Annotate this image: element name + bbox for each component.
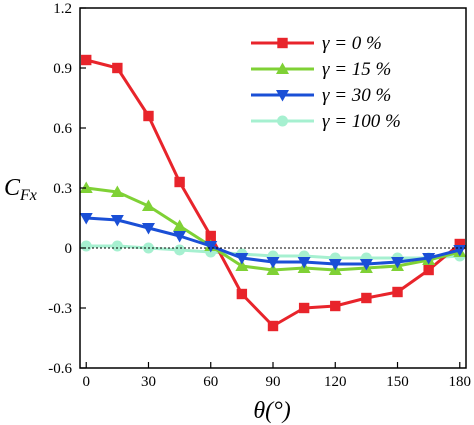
data-point (141, 199, 155, 211)
series-1 (81, 54, 465, 332)
data-point (173, 219, 187, 231)
legend-marker (276, 62, 289, 74)
data-point (110, 185, 124, 197)
legend-label: γ = 100 % (322, 111, 401, 132)
x-tick-label: 0 (82, 374, 90, 390)
data-point (236, 288, 248, 300)
data-point (235, 259, 249, 271)
y-tick-label: -0.6 (48, 361, 72, 377)
data-point (361, 292, 372, 304)
x-axis-label: θ(°) (253, 398, 290, 424)
x-tick-label: 30 (141, 374, 156, 390)
data-point (112, 62, 123, 74)
y-axis-label-main: C (4, 175, 21, 201)
data-point (174, 244, 186, 256)
y-tick-label: -0.3 (48, 301, 72, 317)
data-point (174, 176, 185, 188)
legend-marker (277, 37, 288, 49)
x-tick-label: 60 (203, 374, 218, 390)
legend-label: γ = 30 % (322, 85, 391, 106)
data-point (110, 215, 124, 227)
y-tick-label: 0.9 (53, 61, 72, 77)
legend-item: γ = 100 % (251, 111, 401, 132)
data-point (80, 240, 92, 252)
data-point (266, 263, 280, 275)
legend-label: γ = 0 % (322, 33, 382, 54)
data-point (173, 231, 187, 243)
data-point (267, 320, 279, 332)
data-point (297, 257, 311, 269)
data-point (205, 230, 216, 242)
data-point (79, 181, 93, 193)
data-point (359, 259, 373, 271)
legend-item: γ = 30 % (251, 85, 391, 106)
x-tick-label: 150 (386, 374, 409, 390)
legend-item: γ = 0 % (251, 33, 382, 54)
y-tick-label: 0 (65, 241, 73, 257)
data-point (141, 223, 155, 235)
data-point (391, 257, 405, 269)
data-point (392, 286, 403, 298)
legend-item: γ = 15 % (251, 59, 391, 80)
data-point (204, 241, 218, 253)
data-point (266, 257, 280, 269)
y-tick-label: 1.2 (53, 1, 72, 17)
data-point (423, 264, 434, 276)
data-point (328, 259, 342, 271)
x-tick-label: 90 (266, 374, 281, 390)
series-group (79, 54, 467, 332)
data-point (298, 302, 310, 314)
x-tick-label: 180 (449, 374, 472, 390)
y-axis-label: CFx (4, 175, 37, 204)
data-point (454, 238, 465, 250)
y-tick-label: 0.3 (53, 181, 72, 197)
legend: γ = 0 % γ = 15 % γ = 30 % γ = 100 % (251, 33, 401, 132)
y-axis-label-subscript: Fx (19, 187, 37, 204)
series-3 (79, 213, 467, 271)
data-point (330, 300, 341, 312)
plot-frame (79, 7, 467, 369)
x-tick-label: 120 (324, 374, 347, 390)
data-point (422, 253, 436, 265)
data-point (81, 54, 92, 66)
axis-ticks: 0 30 60 90 120 150 180 1.2 0.9 0.6 0.3 0 -0.3 -0.6 (48, 1, 471, 390)
data-point (79, 213, 93, 225)
legend-label: γ = 15 % (322, 59, 391, 80)
data-point (111, 240, 123, 252)
data-point (235, 253, 249, 265)
data-point (143, 110, 154, 122)
series-line (85, 58, 461, 328)
legend-marker (277, 115, 288, 127)
y-tick-label: 0.6 (53, 121, 72, 137)
legend-marker (276, 90, 289, 102)
